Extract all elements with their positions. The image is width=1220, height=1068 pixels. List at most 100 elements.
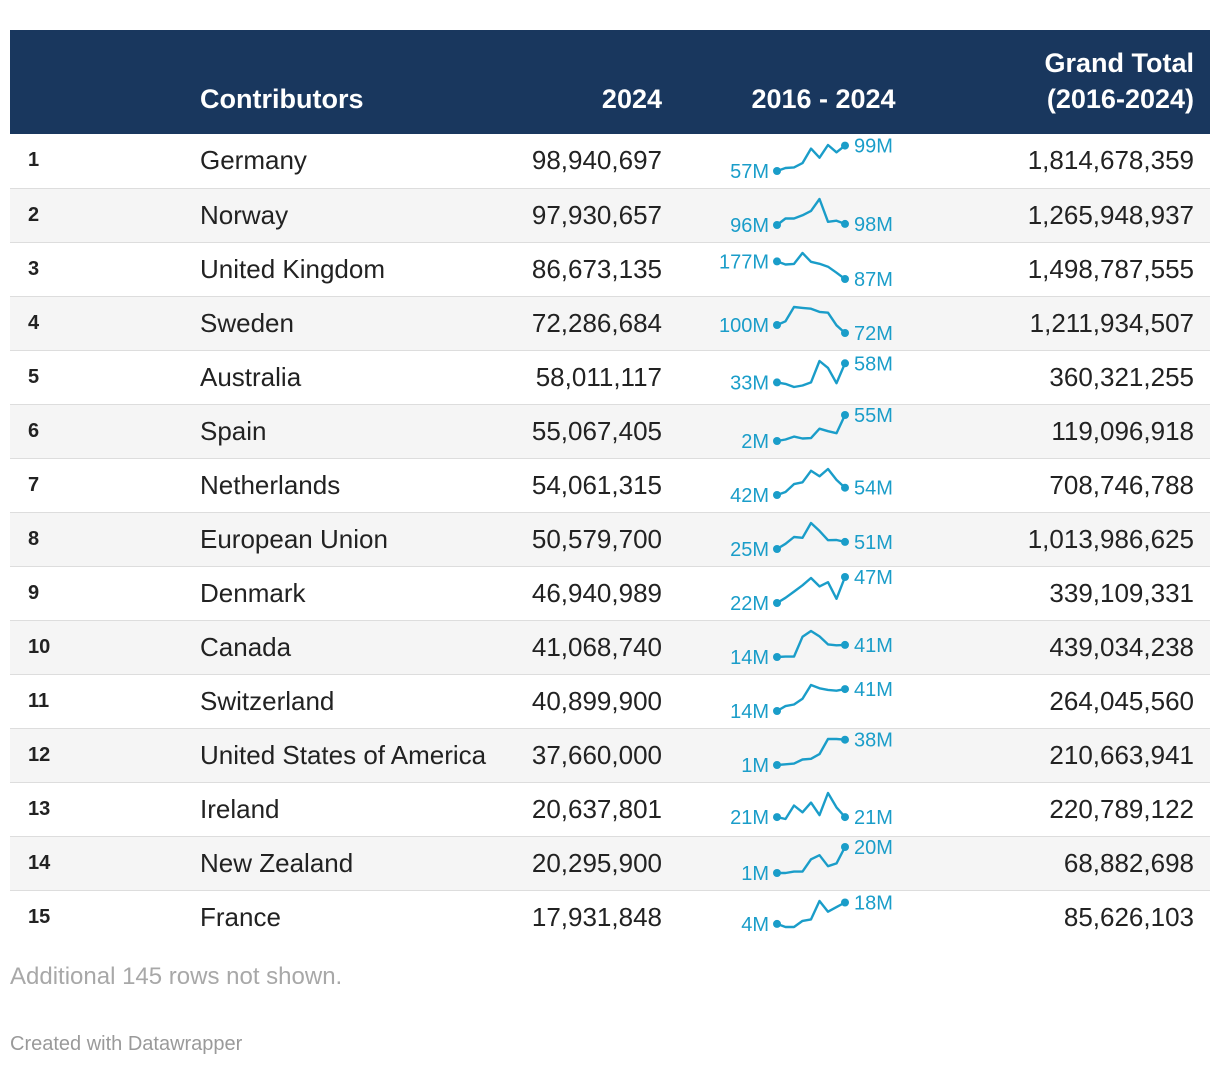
sparkline-end-label: 38M xyxy=(854,730,893,752)
row-sparkline-cell: 100M 72M xyxy=(662,296,955,350)
sparkline-start-label: 42M xyxy=(730,485,769,507)
sparkline-end-dot xyxy=(841,898,849,907)
sparkline-line xyxy=(776,143,846,172)
sparkline-line xyxy=(776,305,846,334)
sparkline-end-dot xyxy=(841,685,849,694)
sparkline-start-dot xyxy=(773,920,781,929)
sparkline-start-dot xyxy=(773,599,781,607)
sparkline-end-label: 18M xyxy=(854,893,893,915)
row-contributor: France xyxy=(200,901,281,932)
sparkline-line xyxy=(776,359,847,389)
row-grand-total: 264,045,560 xyxy=(1049,685,1194,716)
table-row: 4 Sweden 72,286,684 100M 72M 1,211,934,507 xyxy=(10,296,1210,350)
sparkline-start-dot xyxy=(773,869,781,877)
row-grand-total: 708,746,788 xyxy=(1049,469,1194,500)
row-rank: 10 xyxy=(28,635,51,658)
row-sparkline-cell: 42M 54M xyxy=(662,458,955,512)
sparkline-start-label: 14M xyxy=(730,701,769,723)
row-value-2024: 41,068,740 xyxy=(531,631,662,662)
row-contributor: Netherlands xyxy=(200,469,341,500)
sparkline-line xyxy=(776,737,846,767)
sparkline-end-dot xyxy=(841,329,849,337)
data-table-container: Contributors 2024 2016 - 2024 Grand Tota… xyxy=(10,30,1210,944)
row-sparkline-cell: 177M 87M xyxy=(662,242,955,296)
sparkline-start-dot xyxy=(773,378,781,387)
sparkline-start-dot xyxy=(773,321,781,329)
sparkline-end-label: 72M xyxy=(854,323,893,345)
sparkline-end-label: 98M xyxy=(854,214,893,236)
sparkline-line xyxy=(777,846,847,875)
row-sparkline-cell: 57M 99M xyxy=(662,134,955,188)
row-grand-total: 1,013,986,625 xyxy=(1027,523,1194,554)
header-grand-total-line1: Grand Total xyxy=(1044,48,1194,78)
row-contributor: Denmark xyxy=(200,577,306,608)
header-2024[interactable]: 2024 xyxy=(601,84,662,114)
row-contributor: Australia xyxy=(200,361,302,392)
sparkline-start-dot xyxy=(773,437,781,445)
sparkline-end-label: 20M xyxy=(854,837,893,859)
sparkline-line xyxy=(776,683,846,713)
sparkline: 14M 41M xyxy=(730,679,893,723)
row-contributor: Germany xyxy=(200,145,307,176)
sparkline-end-label: 41M xyxy=(854,679,893,701)
sparkline-end-label: 55M xyxy=(854,405,893,427)
row-value-2024: 37,660,000 xyxy=(531,739,662,770)
sparkline-start-label: 1M xyxy=(741,755,769,777)
row-sparkline-cell: 2M 55M xyxy=(662,404,955,458)
sparkline-line xyxy=(776,900,846,929)
row-rank: 13 xyxy=(28,797,51,820)
sparkline-start-dot xyxy=(773,761,781,769)
header-rank[interactable] xyxy=(10,30,105,134)
sparkline-start-dot xyxy=(773,545,781,553)
sparkline-start-label: 96M xyxy=(730,215,769,237)
header-row: Contributors 2024 2016 - 2024 Grand Tota… xyxy=(10,30,1210,134)
row-sparkline-cell: 1M 20M xyxy=(662,836,955,890)
row-contributor: Canada xyxy=(200,631,292,662)
row-contributor: United Kingdom xyxy=(200,253,385,284)
sparkline-start-label: 25M xyxy=(730,539,769,561)
sparkline-end-dot xyxy=(841,573,849,581)
sparkline-end-dot xyxy=(841,411,849,419)
sparkline: 21M 21M xyxy=(730,791,893,829)
row-grand-total: 220,789,122 xyxy=(1049,793,1194,824)
sparkline-start-label: 21M xyxy=(730,807,769,829)
table-row: 12 United States of America 37,660,000 1M 38… xyxy=(10,728,1210,782)
row-contributor: Switzerland xyxy=(200,685,335,716)
sparkline: 25M 51M xyxy=(730,521,893,561)
sparkline: 4M 18M xyxy=(741,893,893,936)
row-rank: 5 xyxy=(28,365,40,388)
table-row: 2 Norway 97,930,657 96M 98M 1,265,948,937 xyxy=(10,188,1210,242)
row-value-2024: 58,011,117 xyxy=(535,361,662,392)
header-2016-2024[interactable]: 2016 - 2024 xyxy=(751,84,896,114)
row-rank: 7 xyxy=(28,473,40,496)
row-sparkline-cell: 14M 41M xyxy=(662,620,955,674)
sparkline-start-label: 22M xyxy=(730,593,769,615)
header-grand-total[interactable]: Grand Total (2016-2024) xyxy=(955,30,1210,134)
sparkline-start-dot xyxy=(773,813,781,822)
row-sparkline-cell: 33M 58M xyxy=(662,350,955,404)
sparkline: 14M 41M xyxy=(730,629,893,669)
sparkline-end-label: 51M xyxy=(854,532,893,554)
sparkline-line xyxy=(776,521,846,551)
row-rank: 2 xyxy=(28,203,40,226)
row-value-2024: 86,673,135 xyxy=(531,253,662,284)
sparkline-end-dot xyxy=(841,483,849,492)
row-grand-total: 1,265,948,937 xyxy=(1027,199,1194,230)
header-grand-total-line2: (2016-2024) xyxy=(1046,84,1194,114)
sparkline: 57M 99M xyxy=(730,135,893,183)
sparkline-start-dot xyxy=(773,166,781,175)
row-rank: 4 xyxy=(28,311,40,334)
credit-link[interactable]: Created with Datawrapper xyxy=(10,1033,243,1055)
sparkline: 96M 98M xyxy=(730,197,893,237)
header-contributors[interactable]: Contributors xyxy=(200,84,364,114)
sparkline-start-label: 2M xyxy=(741,431,769,453)
row-grand-total: 68,882,698 xyxy=(1063,847,1194,878)
sparkline-end-dot xyxy=(841,537,849,546)
row-rank: 3 xyxy=(28,257,40,280)
sparkline-start-label: 57M xyxy=(730,161,769,183)
sparkline-end-dot xyxy=(841,359,849,368)
table-row: 3 United Kingdom 86,673,135 177M 87M 1,498,78… xyxy=(10,242,1210,296)
row-sparkline-cell: 96M 98M xyxy=(662,188,955,242)
sparkline: 100M 72M xyxy=(719,305,893,345)
sparkline-end-dot xyxy=(841,640,849,649)
